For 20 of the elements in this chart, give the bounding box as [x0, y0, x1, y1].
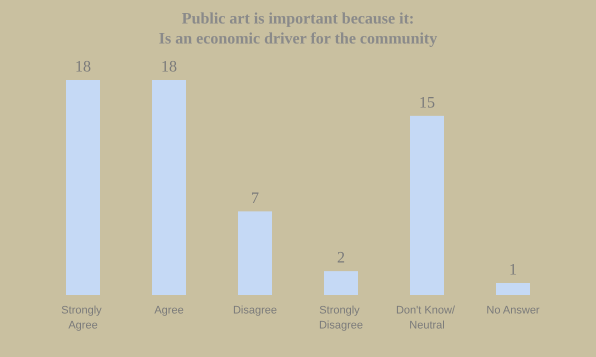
x-tick-label: Don't Know/ Neutral — [396, 304, 458, 332]
data-label: 18 — [161, 58, 177, 76]
bar — [496, 283, 530, 295]
bar — [66, 80, 100, 295]
bar — [238, 211, 272, 295]
x-tick-label: Strongly Agree — [61, 304, 105, 332]
bar — [410, 116, 444, 295]
x-tick-label: Strongly Disagree — [318, 304, 364, 332]
chart-subtitle: Is an economic driver for the community — [158, 30, 438, 48]
bar — [324, 271, 358, 295]
data-label: 18 — [75, 58, 91, 76]
data-label: 7 — [251, 190, 259, 207]
data-label: 1 — [509, 262, 517, 279]
data-label: 15 — [419, 94, 435, 112]
x-tick-label: Disagree — [232, 304, 278, 316]
chart-title: Public art is important because it: — [182, 10, 414, 28]
x-tick-label: No Answer — [486, 304, 540, 316]
data-label: 2 — [337, 250, 345, 267]
x-tick-label: Agree — [154, 304, 184, 316]
bar — [152, 80, 186, 295]
